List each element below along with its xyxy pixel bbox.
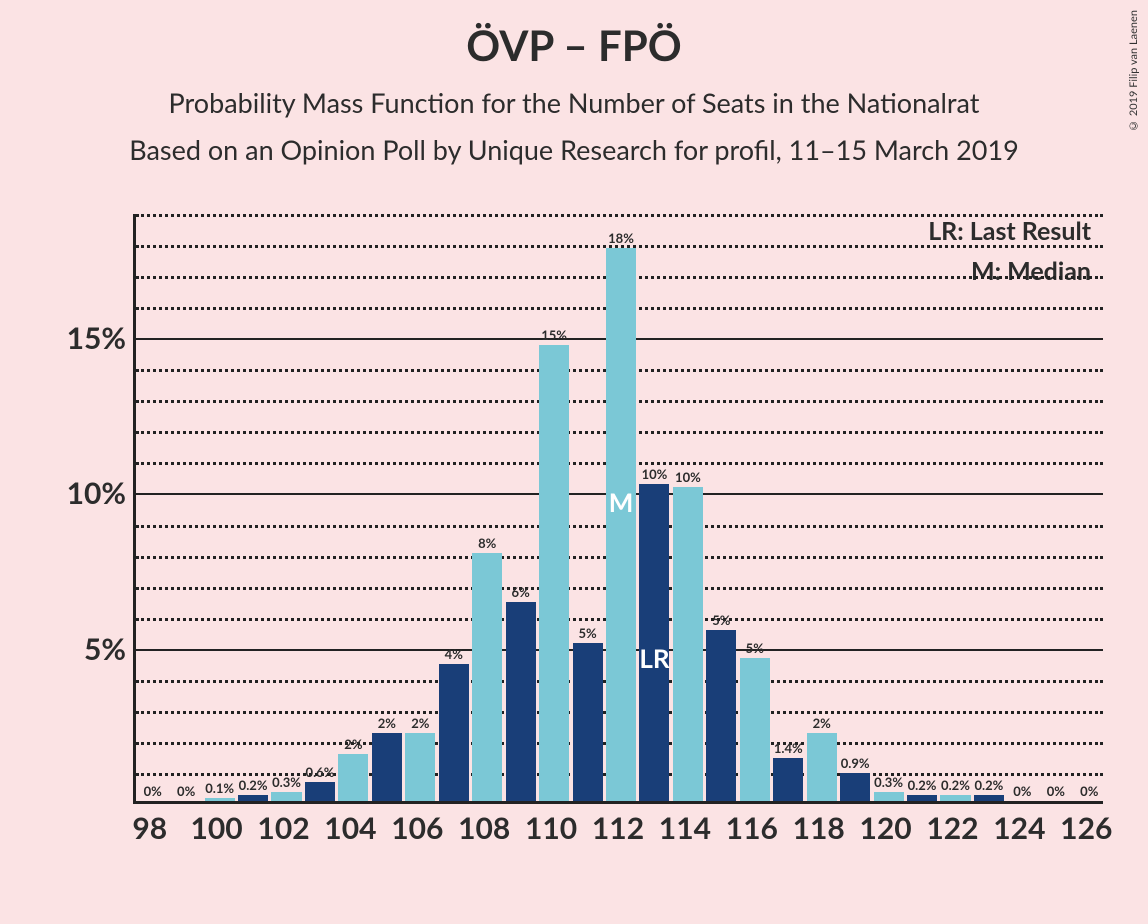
x-axis-tick-label: 112 — [592, 810, 644, 846]
bar-value-label: 15% — [541, 327, 567, 343]
x-axis-tick-label: 106 — [391, 810, 443, 846]
bar: 2% — [807, 733, 837, 801]
bar-value-label: 5% — [578, 625, 596, 641]
bar: 5% — [573, 643, 603, 801]
x-axis-tick-label: 100 — [191, 810, 243, 846]
bar-value-label: 2% — [378, 715, 396, 731]
bar-value-label: 0.2% — [975, 777, 1004, 793]
x-axis-tick-label: 98 — [132, 810, 167, 846]
bar: 4% — [439, 664, 469, 801]
plot-area: LR: Last Result M: Median 0%0%0.1%0.2%0.… — [133, 214, 1103, 804]
bar-value-label: 0.1% — [205, 780, 234, 796]
bar-value-label: 0.2% — [908, 777, 937, 793]
y-axis-tick-label: 15% — [67, 320, 126, 356]
copyright-text: © 2019 Filip van Laenen — [1127, 10, 1140, 132]
bar-value-label: 0.9% — [841, 755, 870, 771]
bar-value-label: 18% — [608, 230, 634, 246]
bar-value-label: 2% — [344, 736, 362, 752]
median-marker: M — [609, 486, 634, 518]
y-axis-tick-label: 5% — [84, 631, 126, 667]
x-axis-tick-label: 126 — [1060, 810, 1112, 846]
legend-last-result: LR: Last Result — [928, 216, 1091, 246]
chart-subtitle-1: Probability Mass Function for the Number… — [0, 86, 1148, 119]
bar-value-label: 0.3% — [272, 774, 301, 790]
bar: 2% — [405, 733, 435, 801]
bar: 1.4% — [773, 758, 803, 801]
x-axis-tick-label: 102 — [257, 810, 309, 846]
bar-value-label: 6% — [512, 584, 530, 600]
x-axis-tick-label: 116 — [726, 810, 778, 846]
bar-value-label: 10% — [642, 466, 668, 482]
bar: 15% — [539, 345, 569, 801]
x-axis-tick-label: 110 — [525, 810, 577, 846]
bar-value-label: 0.3% — [874, 774, 903, 790]
bar: 0.6% — [305, 782, 335, 801]
bar-value-label: 4% — [445, 646, 463, 662]
bar: 0.2% — [907, 795, 937, 801]
bar: 0.2% — [940, 795, 970, 801]
x-axis-tick-label: 104 — [324, 810, 376, 846]
bar: 0.2% — [974, 795, 1004, 801]
bar-value-label: 10% — [675, 469, 701, 485]
bar: 10% — [673, 487, 703, 801]
bar-value-label: 5% — [746, 640, 764, 656]
bar-value-label: 0% — [1047, 783, 1065, 799]
bar-value-label: 0% — [1080, 783, 1098, 799]
legend-median: M: Median — [928, 256, 1091, 286]
bar: 0.1% — [205, 798, 235, 801]
x-axis-tick-label: 120 — [859, 810, 911, 846]
chart: LR: Last Result M: Median 0%0%0.1%0.2%0.… — [48, 200, 1108, 870]
chart-subtitle-2: Based on an Opinion Poll by Unique Resea… — [0, 133, 1148, 166]
bar: 0.3% — [271, 792, 301, 801]
bar-value-label: 2% — [411, 715, 429, 731]
chart-title: ÖVP – FPÖ — [0, 20, 1148, 70]
bar-value-label: 2% — [813, 715, 831, 731]
bar: 5% — [706, 630, 736, 801]
bar: 0.9% — [840, 773, 870, 801]
bar: 18% — [606, 248, 636, 801]
bar: 2% — [338, 754, 368, 801]
bar: 2% — [372, 733, 402, 801]
bar-value-label: 0.2% — [239, 777, 268, 793]
bar-value-label: 5% — [712, 612, 730, 628]
x-axis-tick-label: 114 — [659, 810, 711, 846]
bar: 8% — [472, 553, 502, 801]
legend: LR: Last Result M: Median — [928, 216, 1091, 296]
bar: 6% — [506, 602, 536, 801]
bar-value-label: 0.6% — [306, 764, 335, 780]
title-block: ÖVP – FPÖ Probability Mass Function for … — [0, 0, 1148, 166]
bar-value-label: 0% — [1013, 783, 1031, 799]
y-axis-tick-label: 10% — [67, 475, 126, 511]
bar: 0.3% — [874, 792, 904, 801]
bar-value-label: 8% — [478, 535, 496, 551]
gridline-minor — [136, 214, 1103, 217]
bar-value-label: 1.4% — [774, 740, 803, 756]
bar-value-label: 0% — [144, 783, 162, 799]
bar-value-label: 0.2% — [941, 777, 970, 793]
bar: 0.2% — [238, 795, 268, 801]
x-axis-tick-label: 124 — [993, 810, 1045, 846]
x-axis-tick-label: 122 — [926, 810, 978, 846]
last-result-marker: LR — [639, 642, 669, 674]
bar-value-label: 0% — [177, 783, 195, 799]
x-axis-tick-label: 108 — [458, 810, 510, 846]
x-axis-tick-label: 118 — [793, 810, 845, 846]
bar: 5% — [740, 658, 770, 801]
